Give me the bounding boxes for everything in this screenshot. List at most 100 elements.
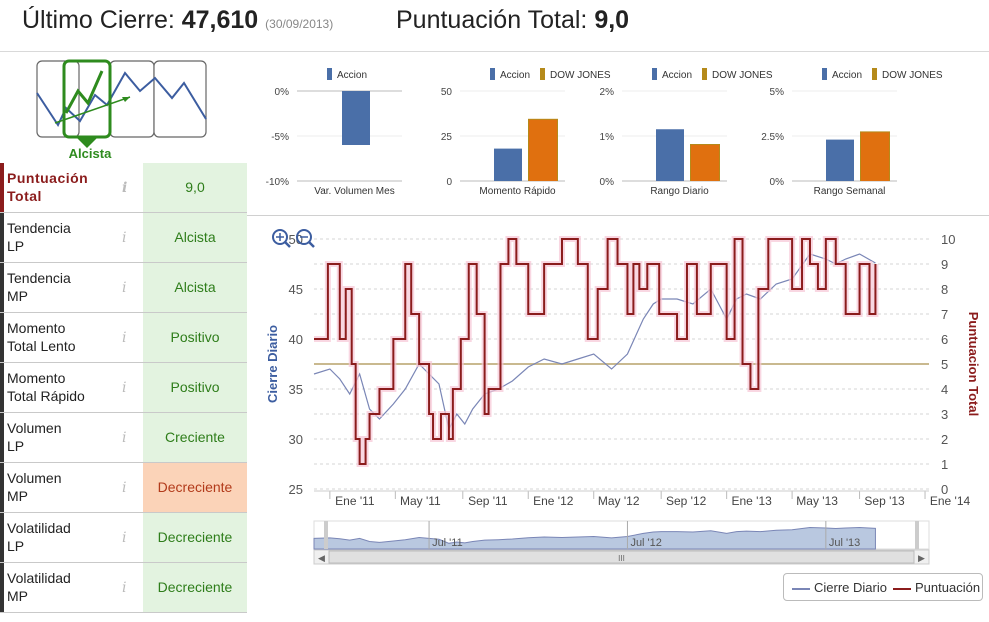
zoom-out-icon[interactable] xyxy=(296,229,315,248)
mini-legend-swatch xyxy=(540,68,545,80)
y2-tick-label: 1 xyxy=(941,457,948,472)
trend-label: Alcista xyxy=(69,146,112,161)
trend-icon: Alcista xyxy=(36,59,207,161)
legend-label-puntuacion: Puntuación xyxy=(915,580,981,595)
chart-legend: Cierre Diario Puntuación xyxy=(783,573,983,601)
navigator-label: Jul '11 xyxy=(432,537,463,549)
y2-tick-label: 10 xyxy=(941,232,955,247)
legend-swatch-puntuacion xyxy=(893,587,911,590)
mini-legend-swatch xyxy=(872,68,877,80)
x-tick-label: Ene '11 xyxy=(335,494,375,508)
mini-chart: Accion 0% -5% -10% Var. Volumen Mes xyxy=(266,68,402,197)
y-tick-label: 30 xyxy=(289,432,303,447)
mini-bar[interactable] xyxy=(691,145,719,181)
mini-legend-label: DOW JONES xyxy=(882,70,943,81)
indicator-value: Creciente xyxy=(143,413,247,462)
indicator-label: Volatilidad LP i xyxy=(0,513,143,562)
y2-tick-label: 8 xyxy=(941,282,948,297)
info-icon[interactable]: i xyxy=(122,230,127,246)
indicator-label-line2: MP xyxy=(7,288,28,304)
y2-tick-label: 6 xyxy=(941,332,948,347)
info-icon[interactable]: i xyxy=(122,330,127,346)
info-icon[interactable]: i xyxy=(122,480,127,496)
indicator-label: Puntuación Total i xyxy=(0,163,143,212)
y-axis-title: Cierre Diario xyxy=(265,325,280,403)
series-cierre-line[interactable] xyxy=(313,253,876,431)
last-close: Último Cierre: 47,610 (30/09/2013) xyxy=(22,6,333,35)
indicator-label-line1: Volatilidad xyxy=(7,570,71,586)
scroll-left-icon[interactable]: ◀ xyxy=(318,553,325,563)
y-tick-label: 50 xyxy=(289,232,303,247)
info-icon[interactable]: i xyxy=(122,530,127,546)
mini-chart: Accion DOW JONES 50 25 0 Momento Rápido xyxy=(441,68,611,197)
indicator-label: Momento Total Lento i xyxy=(0,313,143,362)
x-tick-label: May '11 xyxy=(400,494,441,508)
mini-tick-label: -10% xyxy=(266,177,289,188)
navigator-label: Jul '13 xyxy=(829,537,860,549)
main-chart: 50 45 40 35 30 25 10 9 8 7 6 5 4 3 2 1 0 Cierre Diario Pun… xyxy=(247,215,989,616)
total-score-value: 9,0 xyxy=(594,6,630,34)
info-icon[interactable]: i xyxy=(122,280,127,296)
mini-bar[interactable] xyxy=(342,91,370,145)
info-icon[interactable]: i xyxy=(122,180,128,196)
y-tick-label: 35 xyxy=(289,382,303,397)
legend-item-puntuacion[interactable]: Puntuación xyxy=(893,580,980,595)
x-tick-label: Sep '12 xyxy=(666,494,707,508)
y-tick-label: 45 xyxy=(289,282,303,297)
indicator-label-line1: Tendencia xyxy=(7,220,71,236)
legend-label-cierre: Cierre Diario xyxy=(814,580,887,595)
scrollbar[interactable]: III ◀ ▶ xyxy=(313,549,930,565)
indicator-label: Momento Total Rápido i xyxy=(0,363,143,412)
mini-legend-label: Accion xyxy=(500,70,530,81)
navigator-handle-right[interactable] xyxy=(915,521,919,549)
mini-bar[interactable] xyxy=(826,139,854,181)
y2-tick-label: 5 xyxy=(941,357,948,372)
legend-item-cierre[interactable]: Cierre Diario xyxy=(792,580,887,595)
mini-bar[interactable] xyxy=(529,119,557,181)
info-icon[interactable]: i xyxy=(122,380,127,396)
x-tick-label: Ene '13 xyxy=(731,494,772,508)
last-close-label: Último Cierre: xyxy=(22,6,175,34)
last-close-date: (30/09/2013) xyxy=(265,17,334,31)
mini-tick-label: 50 xyxy=(441,87,453,98)
indicator-label-line2: LP xyxy=(7,238,25,254)
indicator-label-line1: Momento xyxy=(7,370,66,386)
mini-legend-swatch xyxy=(822,68,827,80)
indicator-value: Decreciente xyxy=(143,513,247,562)
mini-chart-title: Rango Diario xyxy=(650,186,709,197)
indicator-label: Tendencia LP i xyxy=(0,213,143,262)
scrollbar-thumb[interactable] xyxy=(328,550,915,564)
mini-legend-label: DOW JONES xyxy=(550,70,611,81)
indicator-label: Volumen MP i xyxy=(0,463,143,512)
zoom-in-icon[interactable] xyxy=(272,229,291,248)
indicator-value: Alcista xyxy=(143,213,247,262)
mini-tick-label: 5% xyxy=(770,87,785,98)
indicator-row: Momento Total Lento i Positivo xyxy=(0,313,247,363)
mini-bar[interactable] xyxy=(656,129,684,181)
navigator[interactable]: Jul '11 Jul '12 Jul '13 xyxy=(313,520,930,550)
scroll-right-icon[interactable]: ▶ xyxy=(918,553,925,563)
indicator-label-line1: Volumen xyxy=(7,420,62,436)
indicator-label-line1: Momento xyxy=(7,320,66,336)
trend-panel: Alcista xyxy=(0,53,247,163)
mini-chart: Accion DOW JONES 5% 2.5% 0% Rango Semanal xyxy=(761,68,943,197)
mini-chart: Accion DOW JONES 2% 1% 0% Rango Diario xyxy=(600,68,773,197)
indicator-label-line2: MP xyxy=(7,588,28,604)
info-icon[interactable]: i xyxy=(122,430,127,446)
indicator-value: Alcista xyxy=(143,263,247,312)
y2-tick-label: 9 xyxy=(941,257,948,272)
indicator-row: Volumen MP i Decreciente xyxy=(0,463,247,513)
indicator-label-line1: Puntuación xyxy=(7,170,89,186)
mini-bar[interactable] xyxy=(861,132,889,181)
navigator-handle-left[interactable] xyxy=(324,521,328,549)
series-puntuacion-line[interactable] xyxy=(314,238,877,465)
x-tick-label: Ene '12 xyxy=(533,494,574,508)
x-tick-label: Sep '13 xyxy=(864,494,905,508)
info-icon[interactable]: i xyxy=(122,580,127,596)
mini-tick-label: 2% xyxy=(600,87,615,98)
mini-bar[interactable] xyxy=(494,148,522,181)
indicator-row: Puntuación Total i 9,0 xyxy=(0,163,247,213)
mini-tick-label: 0% xyxy=(275,87,290,98)
mini-legend-swatch xyxy=(327,68,332,80)
scrollbar-grip: III xyxy=(618,554,625,563)
